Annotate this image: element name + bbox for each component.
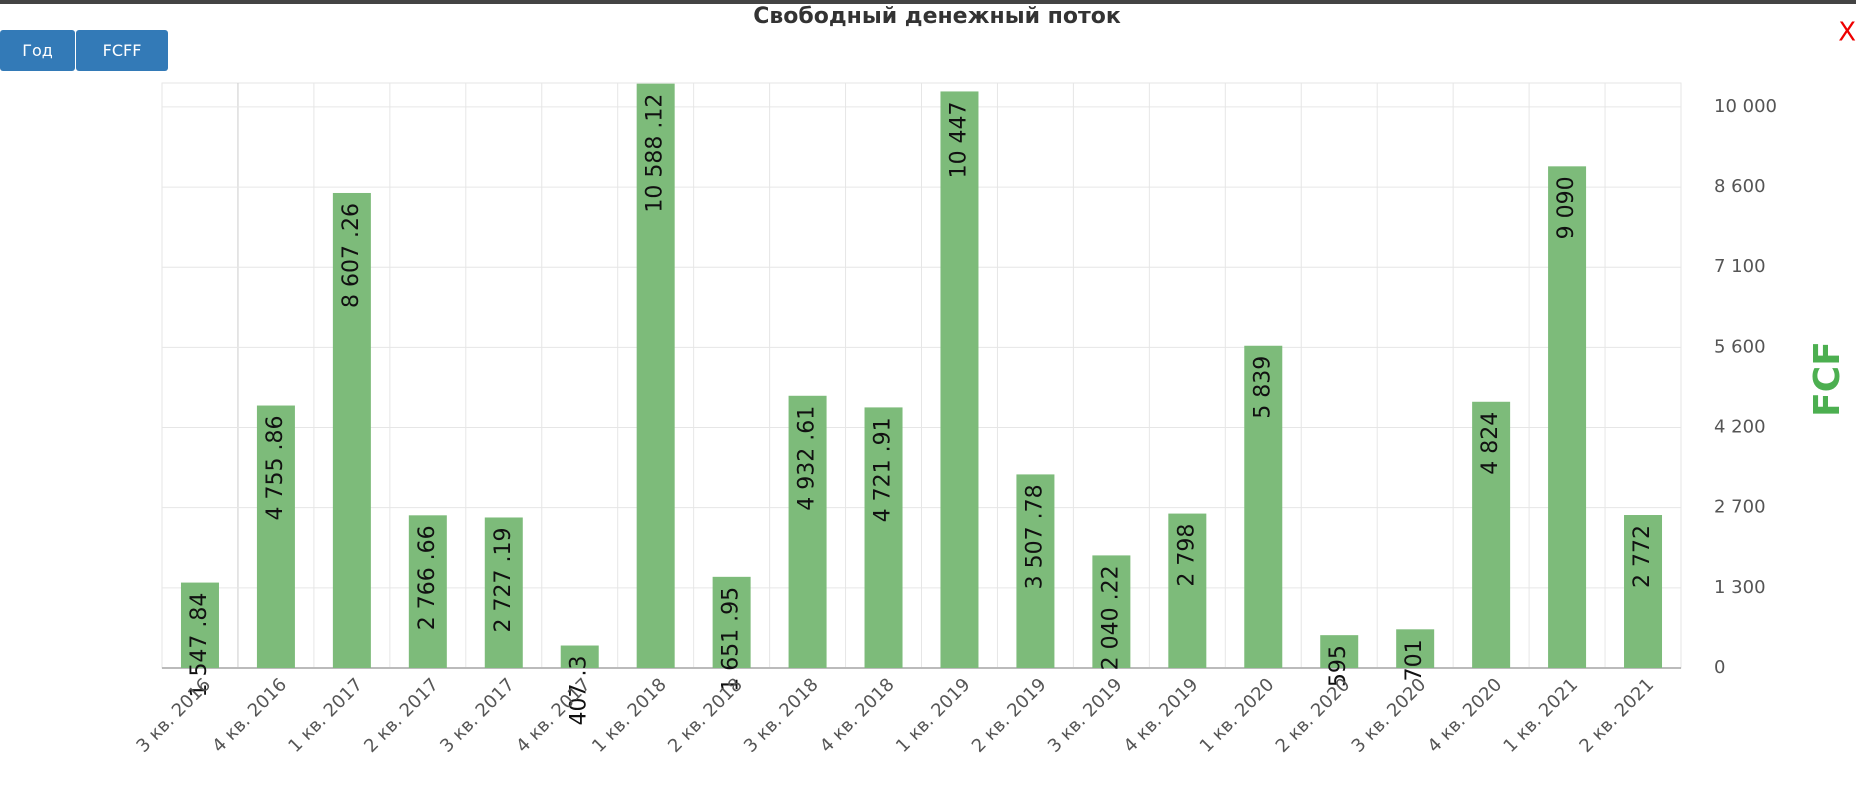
value-label: 4 932 .61: [795, 406, 820, 511]
value-label: 8 607 .26: [339, 203, 364, 308]
x-tick-label: 4 кв. 2018: [816, 674, 899, 757]
value-label: 1 651 .95: [719, 587, 744, 692]
bar: [1320, 635, 1359, 668]
value-label: 4 721 .91: [871, 417, 896, 522]
x-tick-label: 4 кв. 2020: [1424, 674, 1507, 757]
bar: [788, 395, 827, 668]
close-button[interactable]: X: [1838, 18, 1856, 48]
value-label: 10 447: [946, 101, 971, 178]
bar: [1472, 401, 1511, 668]
y-tick-label: 2 700: [1714, 497, 1766, 518]
y-tick-label: 10 000: [1714, 96, 1777, 117]
bar: [1244, 345, 1283, 668]
bar: [560, 645, 599, 668]
x-tick-label: 3 кв. 2017: [436, 674, 519, 757]
bar: [864, 407, 903, 668]
bar: [484, 517, 523, 668]
x-tick-label: 3 кв. 2016: [132, 674, 215, 757]
x-tick-label: 4 кв. 2016: [208, 674, 291, 757]
bar: [1548, 166, 1587, 668]
y-tick-label: 7 100: [1714, 256, 1766, 277]
x-tick-label: 3 кв. 2018: [740, 674, 823, 757]
bar: [712, 576, 751, 668]
bar: [408, 515, 447, 668]
y-tick-label: 0: [1714, 657, 1725, 678]
x-tick-label: 2 кв. 2018: [664, 674, 747, 757]
value-label: 3 507 .78: [1022, 484, 1047, 589]
bar: [940, 91, 979, 669]
x-tick-label: 1 кв. 2020: [1196, 674, 1279, 757]
bar: [1396, 629, 1435, 668]
value-label: 1 547 .84: [187, 593, 212, 698]
y-tick-label: 8 600: [1714, 176, 1766, 197]
value-label: 407 .3: [567, 656, 592, 726]
x-tick-label: 3 кв. 2020: [1348, 674, 1431, 757]
value-label: 2 772: [1630, 525, 1655, 588]
value-label: 5 839: [1250, 356, 1275, 419]
bar: [1016, 474, 1055, 668]
y-tick-label: 1 300: [1714, 577, 1766, 598]
bar: [332, 192, 371, 668]
x-tick-label: 1 кв. 2021: [1499, 674, 1582, 757]
value-label: 2 798: [1174, 524, 1199, 587]
x-tick-label: 2 кв. 2017: [360, 674, 443, 757]
value-label: 2 727 .19: [491, 527, 516, 632]
x-tick-label: 2 кв. 2020: [1272, 674, 1355, 757]
x-tick-label: 2 кв. 2019: [968, 674, 1051, 757]
x-tick-label: 2 кв. 2021: [1575, 674, 1658, 757]
bar: [1624, 515, 1663, 668]
metric-button[interactable]: FCFF: [76, 30, 168, 71]
value-label: 595: [1326, 645, 1351, 687]
value-label: 9 090: [1554, 176, 1579, 239]
y-tick-label: 5 600: [1714, 336, 1766, 357]
value-label: 701: [1402, 639, 1427, 681]
value-label: 4 824: [1478, 412, 1503, 475]
value-label: 2 766 .66: [415, 525, 440, 630]
bar: [1168, 513, 1207, 668]
x-tick-label: 3 кв. 2019: [1044, 674, 1127, 757]
value-label: 10 588 .12: [643, 94, 668, 213]
period-button[interactable]: Год: [0, 30, 75, 71]
value-label: 4 755 .86: [263, 416, 288, 521]
x-tick-label: 1 кв. 2017: [284, 674, 367, 757]
bar: [1092, 555, 1131, 668]
top-bar: [0, 0, 1856, 4]
bar: [180, 582, 219, 668]
y-axis-title: FCF: [1807, 341, 1848, 417]
value-label: 2 040 .22: [1098, 565, 1123, 670]
bar: [636, 83, 675, 668]
chart-title: Свободный денежный поток: [753, 4, 1121, 29]
y-tick-label: 4 200: [1714, 417, 1766, 438]
bar: [256, 405, 295, 668]
x-tick-label: 4 кв. 2019: [1120, 674, 1203, 757]
x-tick-label: 1 кв. 2019: [892, 674, 975, 757]
x-tick-label: 1 кв. 2018: [588, 674, 671, 757]
